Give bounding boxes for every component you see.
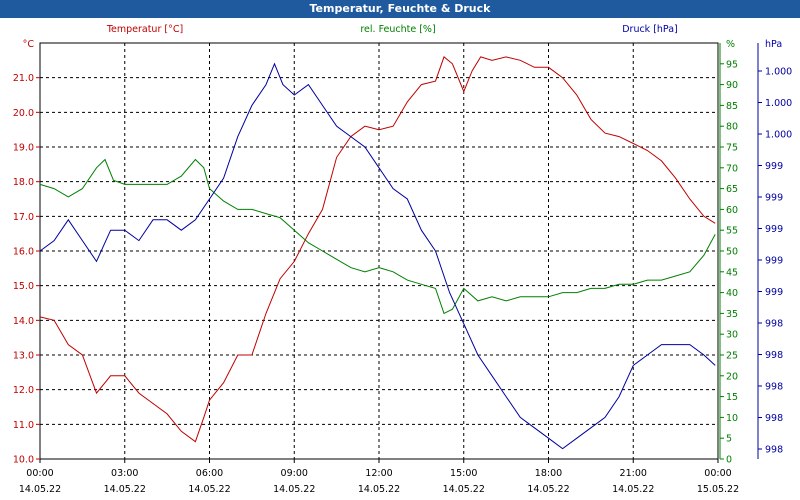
temp-tick-label: 13.0 — [13, 351, 34, 362]
chart-area: 00:00 14.05.22 03:00 14.05.22 06:00 14.05.22 0… — [13, 24, 792, 495]
pressure-tick-label: 998 — [765, 319, 783, 330]
humidity-tick-label: 5 — [726, 434, 732, 445]
humidity-tick-label: 10 — [726, 413, 738, 424]
x-tick-time: 12:00 — [365, 468, 392, 479]
temp-tick-label: 15.0 — [13, 281, 34, 292]
temp-tick-label: 17.0 — [13, 212, 34, 223]
pressure-tick-label: 1.000 — [765, 130, 792, 141]
temp-tick-label: 18.0 — [13, 177, 34, 188]
x-tick-date: 14.05.22 — [612, 484, 654, 495]
temp-axis-unit: °C — [23, 39, 35, 50]
humidity-tick-label: 95 — [726, 59, 738, 70]
x-tick-time: 00:00 — [704, 468, 731, 479]
grid-lines — [36, 43, 762, 463]
x-tick-date: 14.05.22 — [443, 484, 485, 495]
humidity-axis-title: rel. Feuchte [%] — [360, 24, 435, 35]
x-tick-date: 14.05.22 — [19, 484, 61, 495]
humidity-tick-label: 90 — [726, 80, 738, 91]
x-tick-date: 15.05.22 — [697, 484, 739, 495]
x-tick-time: 15:00 — [450, 468, 477, 479]
series-line-temperature — [39, 56, 716, 443]
temp-axis-title: Temperatur [°C] — [106, 24, 183, 35]
x-tick-date: 14.05.22 — [527, 484, 569, 495]
x-tick-date: 14.05.22 — [358, 484, 400, 495]
temp-tick-label: 21.0 — [13, 73, 34, 84]
pressure-axis-title: Druck [hPa] — [622, 24, 678, 35]
temp-tick-label: 10.0 — [13, 455, 34, 466]
humidity-tick-label: 80 — [726, 122, 738, 133]
humidity-tick-label: 20 — [726, 371, 738, 382]
humidity-tick-label: 45 — [726, 267, 738, 278]
temp-tick-label: 11.0 — [13, 420, 34, 431]
humidity-tick-label: 85 — [726, 101, 738, 112]
humidity-tick-label: 30 — [726, 330, 738, 341]
axis-labels: 00:00 14.05.22 03:00 14.05.22 06:00 14.05.22 0… — [13, 24, 792, 495]
humidity-tick-label: 65 — [726, 184, 738, 195]
humidity-tick-label: 0 — [726, 455, 732, 466]
temp-tick-label: 14.0 — [13, 316, 34, 327]
pressure-tick-label: 999 — [765, 256, 783, 267]
x-tick-date: 14.05.22 — [104, 484, 146, 495]
humidity-tick-label: 15 — [726, 392, 738, 403]
temp-tick-label: 16.0 — [13, 247, 34, 258]
x-tick-time: 18:00 — [535, 468, 562, 479]
humidity-tick-label: 25 — [726, 351, 738, 362]
pressure-axis-unit: hPa — [765, 39, 782, 50]
x-tick-date: 14.05.22 — [273, 484, 315, 495]
x-tick-time: 00:00 — [26, 468, 53, 479]
humidity-tick-label: 60 — [726, 205, 738, 216]
pressure-tick-label: 998 — [765, 445, 783, 456]
humidity-tick-label: 35 — [726, 309, 738, 320]
humidity-tick-label: 55 — [726, 226, 738, 237]
pressure-tick-label: 998 — [765, 350, 783, 361]
x-tick-time: 09:00 — [281, 468, 308, 479]
humidity-tick-label: 75 — [726, 143, 738, 154]
series-line-pressure — [39, 62, 716, 450]
pressure-tick-label: 999 — [765, 287, 783, 298]
x-tick-time: 06:00 — [196, 468, 223, 479]
pressure-tick-label: 999 — [765, 161, 783, 172]
x-tick-date: 14.05.22 — [188, 484, 230, 495]
humidity-tick-label: 40 — [726, 288, 738, 299]
pressure-tick-label: 998 — [765, 382, 783, 393]
pressure-tick-label: 1.000 — [765, 67, 792, 78]
series-lines — [39, 56, 716, 450]
temp-tick-label: 12.0 — [13, 385, 34, 396]
temp-tick-label: 20.0 — [13, 108, 34, 119]
humidity-tick-label: 50 — [726, 247, 738, 258]
series-line-humidity — [39, 158, 716, 315]
humidity-axis-unit: % — [726, 39, 735, 50]
temp-tick-label: 19.0 — [13, 143, 34, 154]
humidity-tick-label: 70 — [726, 163, 738, 174]
x-tick-time: 03:00 — [111, 468, 138, 479]
pressure-tick-label: 998 — [765, 413, 783, 424]
pressure-tick-label: 1.000 — [765, 98, 792, 109]
chart-title: Temperatur, Feuchte & Druck — [0, 0, 800, 18]
x-tick-time: 21:00 — [620, 468, 647, 479]
pressure-tick-label: 999 — [765, 224, 783, 235]
pressure-tick-label: 999 — [765, 193, 783, 204]
